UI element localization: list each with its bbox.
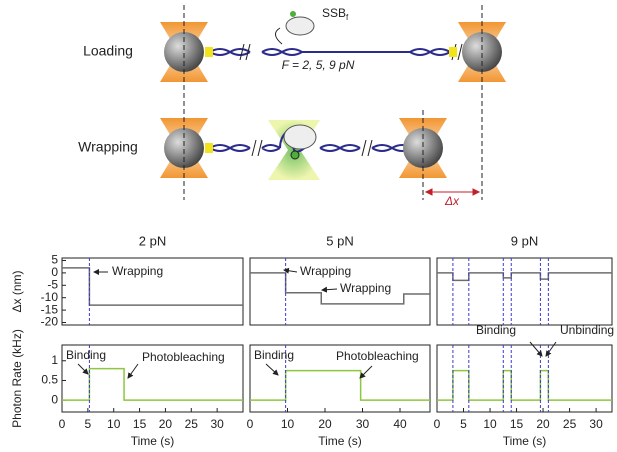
schematic: Loading Wrapping Δx SSBf F = 2, 5, 9 pN: [78, 5, 506, 208]
annotation-arrow: [127, 363, 139, 379]
plot-frame: [61, 257, 244, 326]
x-tick-label: 30: [589, 417, 603, 431]
x-tick-label: 0: [247, 417, 254, 431]
plot-frame: [249, 257, 431, 326]
y-tick-label: 1: [51, 353, 58, 367]
trace: [62, 367, 243, 401]
y-tick-label: -20: [41, 315, 59, 329]
annotation: Unbinding: [560, 323, 614, 337]
trace: [437, 272, 612, 282]
trace: [250, 272, 430, 305]
x-tick-label: 0: [434, 417, 441, 431]
x-tick-label: 10: [281, 417, 295, 431]
plot-frame: [436, 257, 613, 326]
annotation-arrow: [545, 341, 557, 357]
x-tick-label: 5: [85, 417, 92, 431]
x-axis-label: Time (s): [503, 434, 547, 448]
annotation: Wrapping: [300, 264, 351, 278]
annotation: Binding: [476, 323, 516, 337]
y-tick-label: 0: [51, 392, 58, 406]
y-axis-label: Δx (nm): [10, 270, 24, 312]
annotation-arrow: [265, 363, 279, 376]
protein-subscript: f: [346, 13, 349, 22]
x-tick-label: 10: [483, 417, 497, 431]
panel-title: 2 pN: [139, 233, 166, 248]
y-tick-label: -15: [41, 302, 59, 316]
force-label: F = 2, 5, 9 pN: [282, 58, 355, 72]
y-tick-label: -10: [41, 290, 59, 304]
y-tick-label: 0: [51, 265, 58, 279]
annotation-arrow: [321, 286, 338, 293]
x-tick-label: 30: [210, 417, 224, 431]
panel-title: 5 pN: [326, 233, 353, 248]
y-tick-label: 0.5: [41, 373, 58, 387]
protein-name: SSB: [322, 6, 346, 20]
y-tick-label: 5: [51, 253, 58, 267]
y-axis-label: Photon Rate (kHz): [10, 329, 24, 428]
trace: [437, 369, 612, 401]
x-tick-label: 20: [159, 417, 173, 431]
delta-label: Δx: [444, 194, 460, 208]
x-tick-label: 30: [356, 417, 370, 431]
panel-title: 9 pN: [511, 233, 538, 248]
x-axis-label: Time (s): [131, 434, 175, 448]
annotation: Wrapping: [112, 264, 163, 278]
x-tick-label: 40: [393, 417, 407, 431]
x-axis-label: Time (s): [318, 434, 362, 448]
plot-frame: [61, 344, 244, 413]
y-tick-label: -5: [47, 277, 58, 291]
annotation: Wrapping: [340, 281, 391, 295]
x-tick-label: 0: [59, 417, 66, 431]
annotation: Photobleaching: [142, 350, 225, 364]
annotation-arrow: [529, 341, 543, 357]
row-label: Loading: [83, 43, 133, 59]
x-tick-label: 25: [563, 417, 577, 431]
x-tick-label: 15: [133, 417, 147, 431]
annotation-arrow: [359, 365, 373, 379]
trace: [250, 369, 430, 401]
row-label: Wrapping: [78, 139, 138, 155]
plot-frame: [249, 344, 431, 413]
x-tick-label: 20: [536, 417, 550, 431]
x-tick-label: 10: [107, 417, 121, 431]
x-tick-label: 15: [510, 417, 524, 431]
x-tick-label: 5: [460, 417, 467, 431]
x-tick-label: 20: [318, 417, 332, 431]
annotation: Binding: [254, 348, 294, 362]
protein-label: SSBf: [322, 6, 349, 22]
annotation-arrow: [283, 267, 298, 274]
annotation: Photobleaching: [336, 349, 419, 363]
plot-frame: [436, 344, 613, 413]
annotation: Binding: [66, 348, 106, 362]
x-tick-label: 25: [185, 417, 199, 431]
annotation-arrow: [77, 363, 89, 375]
trace: [62, 267, 243, 306]
